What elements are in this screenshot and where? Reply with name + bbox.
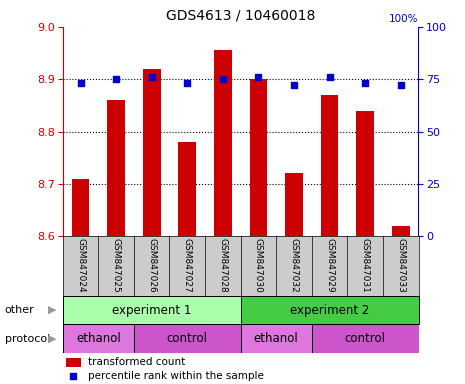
Point	[219, 76, 226, 82]
Text: control: control	[345, 333, 385, 345]
Bar	[250, 79, 267, 236]
Point	[148, 74, 155, 80]
Text: experiment 1: experiment 1	[112, 304, 192, 316]
Text: GSM847025: GSM847025	[112, 238, 120, 293]
Point	[184, 80, 191, 86]
Text: GSM847027: GSM847027	[183, 238, 192, 293]
Bar	[107, 100, 125, 236]
Bar	[134, 324, 241, 353]
Bar	[63, 296, 241, 324]
Text: 100%: 100%	[389, 14, 418, 24]
Bar	[214, 50, 232, 236]
Bar	[241, 296, 418, 324]
Bar	[63, 324, 134, 353]
Point	[113, 76, 120, 82]
Text: GSM847033: GSM847033	[396, 238, 405, 293]
Bar	[72, 179, 89, 236]
Text: ▶: ▶	[48, 334, 57, 344]
Point	[326, 74, 333, 80]
Title: GDS4613 / 10460018: GDS4613 / 10460018	[166, 9, 315, 23]
Text: other: other	[5, 305, 34, 315]
Point	[290, 83, 298, 89]
Point	[397, 83, 405, 89]
Text: percentile rank within the sample: percentile rank within the sample	[88, 371, 264, 381]
Bar	[66, 358, 80, 367]
Point	[361, 80, 369, 86]
Bar	[285, 173, 303, 236]
Text: ethanol: ethanol	[254, 333, 299, 345]
Text: GSM847031: GSM847031	[361, 238, 370, 293]
Bar	[179, 142, 196, 236]
Bar	[312, 324, 418, 353]
Text: experiment 2: experiment 2	[290, 304, 369, 316]
Bar	[241, 324, 312, 353]
Text: GSM847029: GSM847029	[325, 238, 334, 293]
Text: ethanol: ethanol	[76, 333, 121, 345]
Text: ▶: ▶	[48, 305, 57, 315]
Point	[334, 296, 341, 302]
Bar	[392, 226, 410, 236]
Bar	[321, 95, 339, 236]
Text: GSM847032: GSM847032	[290, 238, 299, 293]
Text: GSM847030: GSM847030	[254, 238, 263, 293]
Point	[255, 74, 262, 80]
Bar	[143, 69, 160, 236]
Text: GSM847024: GSM847024	[76, 238, 85, 293]
Text: protocol: protocol	[5, 334, 50, 344]
Bar	[356, 111, 374, 236]
Point	[77, 80, 84, 86]
Text: GSM847026: GSM847026	[147, 238, 156, 293]
Text: GSM847028: GSM847028	[219, 238, 227, 293]
Text: control: control	[167, 333, 208, 345]
Text: transformed count: transformed count	[88, 358, 185, 367]
